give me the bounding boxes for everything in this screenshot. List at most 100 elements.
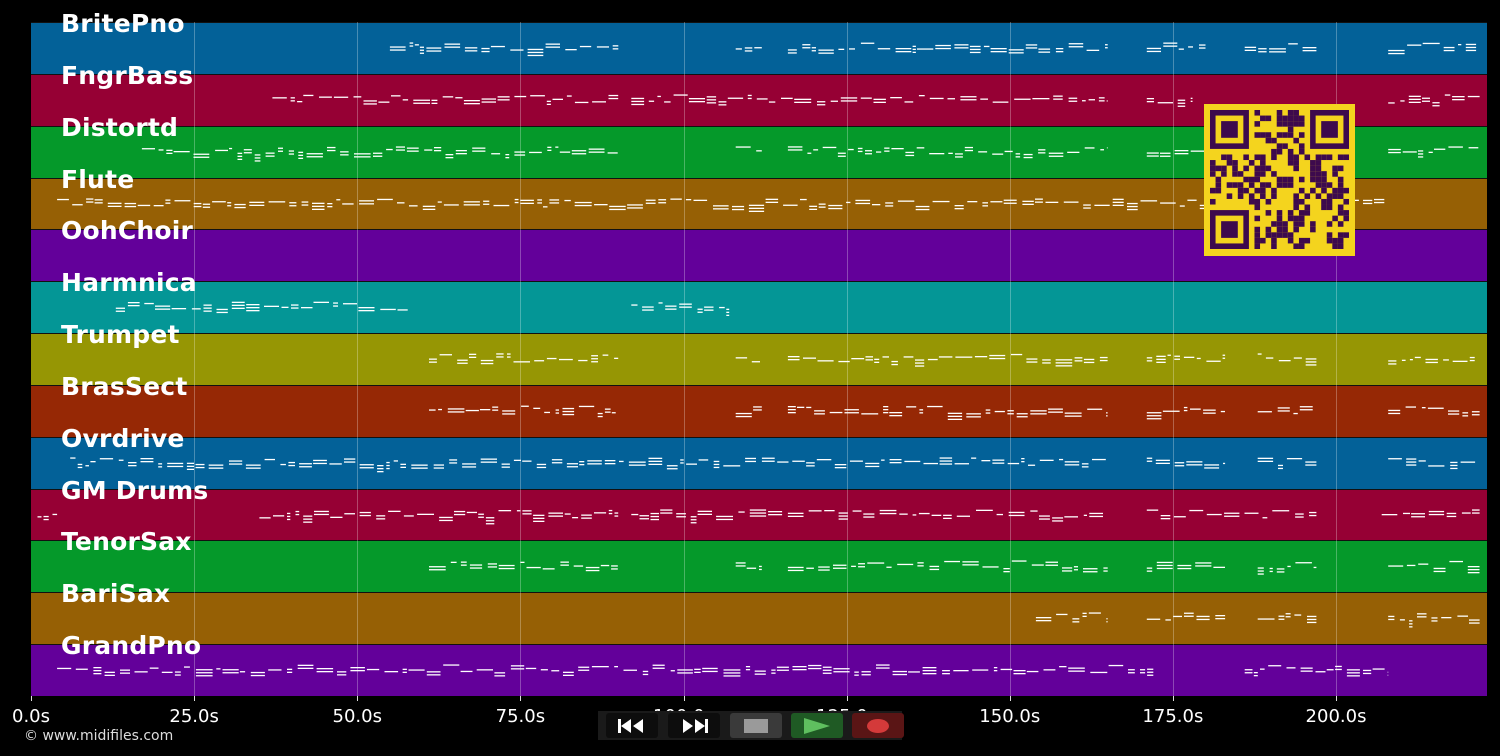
note <box>72 203 83 205</box>
note <box>104 671 115 674</box>
note <box>124 202 137 204</box>
note <box>974 356 988 358</box>
note <box>954 207 964 209</box>
note <box>787 570 804 572</box>
note <box>906 406 917 408</box>
note <box>578 359 588 362</box>
note <box>327 146 336 148</box>
note-marks <box>429 353 1475 367</box>
note <box>969 48 981 51</box>
note <box>1007 413 1014 415</box>
note <box>124 205 137 207</box>
note <box>472 147 486 149</box>
note <box>90 460 96 463</box>
note <box>745 460 756 462</box>
note <box>679 306 692 309</box>
note <box>445 153 454 155</box>
note <box>306 152 323 155</box>
note <box>642 306 654 308</box>
note <box>923 462 938 464</box>
note <box>1418 152 1424 155</box>
note <box>1140 199 1158 202</box>
note <box>1195 562 1212 565</box>
note <box>693 199 708 201</box>
note <box>1032 97 1050 100</box>
stop-button[interactable] <box>730 713 782 738</box>
note <box>1084 146 1095 149</box>
note <box>303 518 313 520</box>
note <box>897 564 914 566</box>
note <box>800 198 807 200</box>
note <box>533 517 545 519</box>
note <box>1156 361 1166 364</box>
note <box>57 667 72 670</box>
note <box>585 570 600 572</box>
note <box>1030 413 1047 415</box>
note <box>227 201 232 203</box>
note <box>513 361 530 363</box>
note <box>376 514 386 517</box>
note <box>490 45 505 48</box>
note <box>165 202 171 204</box>
note <box>1059 458 1064 460</box>
note <box>1443 49 1455 52</box>
note <box>594 203 608 205</box>
note <box>747 94 752 96</box>
note <box>891 363 898 366</box>
note <box>354 152 371 155</box>
note <box>574 204 592 206</box>
note <box>745 457 756 459</box>
note <box>611 412 616 414</box>
note <box>608 94 619 97</box>
note <box>414 44 419 46</box>
note <box>463 99 480 102</box>
note <box>330 516 343 518</box>
note <box>514 151 526 153</box>
note <box>1399 619 1405 621</box>
note <box>922 673 937 675</box>
note <box>822 146 837 148</box>
note <box>1374 201 1385 203</box>
note <box>1425 358 1438 361</box>
play-button[interactable] <box>791 713 843 738</box>
note <box>943 517 952 519</box>
note <box>1388 148 1401 150</box>
note <box>173 150 190 152</box>
note <box>549 198 560 201</box>
note <box>908 671 920 673</box>
note <box>1146 415 1162 417</box>
note <box>892 674 907 676</box>
note <box>555 146 559 148</box>
note <box>587 462 602 465</box>
note <box>982 204 988 207</box>
note <box>43 515 49 517</box>
note <box>808 665 822 667</box>
note <box>817 103 826 106</box>
note <box>254 159 261 162</box>
record-button[interactable] <box>852 713 904 738</box>
note <box>1446 515 1457 517</box>
note <box>239 671 246 673</box>
note <box>628 461 646 463</box>
note <box>469 356 477 359</box>
note <box>510 49 524 51</box>
note <box>563 674 574 677</box>
tick-label: 75.0s <box>495 706 546 727</box>
note <box>1073 569 1078 571</box>
tick-mark <box>520 696 522 701</box>
fast-forward-button[interactable] <box>668 713 720 738</box>
note <box>1156 562 1173 564</box>
note <box>301 200 309 203</box>
note <box>838 515 848 517</box>
note <box>676 512 686 515</box>
note <box>1461 512 1471 514</box>
rewind-button[interactable] <box>606 713 658 738</box>
note <box>1388 409 1401 412</box>
note <box>426 674 441 676</box>
note <box>463 203 480 206</box>
note <box>666 467 678 470</box>
note <box>955 356 973 358</box>
note <box>1450 467 1458 469</box>
note <box>120 672 130 674</box>
note <box>1105 44 1108 46</box>
